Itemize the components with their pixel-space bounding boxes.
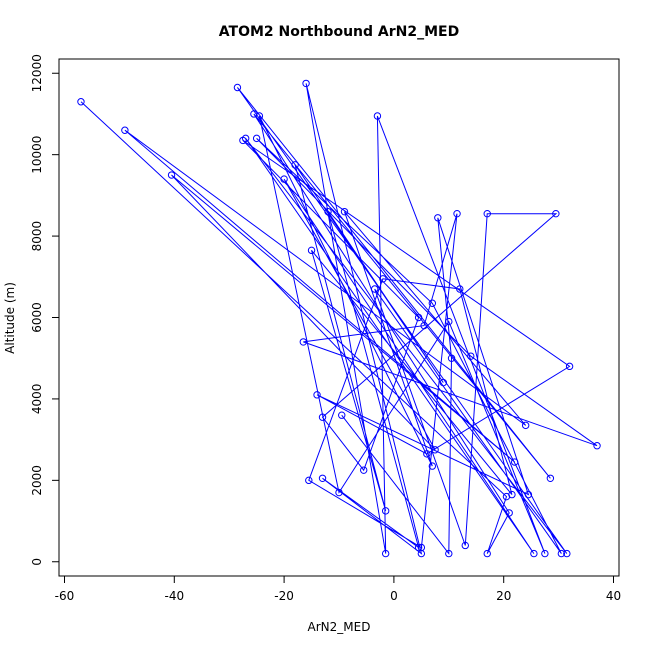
data-point [307, 246, 316, 255]
data-point [563, 549, 571, 558]
data-point [445, 549, 453, 558]
data-point [167, 171, 176, 179]
data-point [447, 354, 456, 362]
y-tick-label: 4000 [30, 384, 44, 415]
data-point [546, 474, 555, 482]
data-point [318, 413, 327, 421]
data-point [483, 209, 491, 218]
data-point [324, 207, 332, 216]
data-point [360, 466, 368, 474]
data-point [456, 285, 464, 293]
data-point [381, 507, 390, 515]
data-point [299, 338, 308, 346]
x-tick-label: 40 [606, 589, 621, 603]
data-point [530, 549, 538, 558]
y-tick-label: 0 [30, 558, 44, 566]
y-tick-label: 2000 [30, 465, 44, 496]
y-axis-label: Altitude (m) [3, 282, 17, 354]
data-point [428, 299, 437, 307]
data-point [508, 490, 516, 499]
data-point [291, 161, 299, 169]
data-point [557, 549, 566, 558]
x-tick-label: -60 [55, 589, 75, 603]
data-point [593, 442, 601, 450]
data-point [414, 543, 423, 552]
series-line [80, 83, 598, 556]
data-point [420, 321, 428, 330]
data-point [565, 362, 574, 371]
series-points [77, 79, 601, 558]
data-point [373, 112, 382, 120]
data-point [521, 421, 530, 430]
data-point [417, 543, 426, 552]
data-point [467, 352, 475, 360]
x-tick-label: -40 [164, 589, 184, 603]
x-tick-label: 20 [496, 589, 511, 603]
y-tick-label: 10000 [30, 136, 44, 174]
data-point [239, 136, 247, 145]
data-point [379, 275, 387, 283]
data-point [414, 313, 423, 322]
data-point [510, 458, 519, 466]
data-point [340, 207, 349, 216]
data-point [255, 112, 264, 120]
data-point [445, 317, 453, 326]
data-point [524, 490, 533, 499]
data-point [252, 134, 261, 143]
data-point [434, 214, 442, 222]
data-point [423, 450, 431, 458]
data-point [505, 509, 513, 517]
x-tick-label: -20 [274, 589, 294, 603]
data-point [77, 98, 85, 106]
data-point [302, 79, 310, 88]
data-point [431, 446, 439, 454]
data-point [381, 549, 390, 558]
series-lines [80, 83, 598, 556]
data-point [439, 378, 448, 387]
x-tick-label: 0 [390, 589, 398, 603]
data-point [318, 474, 327, 482]
data-point [233, 83, 242, 92]
data-point [335, 488, 343, 497]
x-axis: -60 -40 -20 0 20 40 [55, 575, 621, 603]
y-tick-label: 8000 [30, 221, 44, 252]
data-point [483, 549, 491, 558]
data-point [305, 476, 313, 485]
data-point [280, 175, 288, 183]
data-point [428, 462, 437, 470]
y-axis: 0 2000 4000 6000 8000 10000 12000 [30, 54, 60, 566]
y-tick-label: 12000 [30, 54, 44, 92]
data-point [338, 411, 346, 419]
data-point [121, 126, 129, 134]
data-point [453, 209, 461, 218]
data-point [552, 209, 560, 218]
x-axis-label: ArN2_MED [308, 620, 371, 634]
y-tick-label: 6000 [30, 302, 44, 333]
data-point [370, 285, 379, 293]
data-point [313, 391, 321, 399]
chart-title: ATOM2 Northbound ArN2_MED [219, 24, 459, 40]
data-point [541, 549, 549, 558]
data-point [461, 541, 469, 550]
